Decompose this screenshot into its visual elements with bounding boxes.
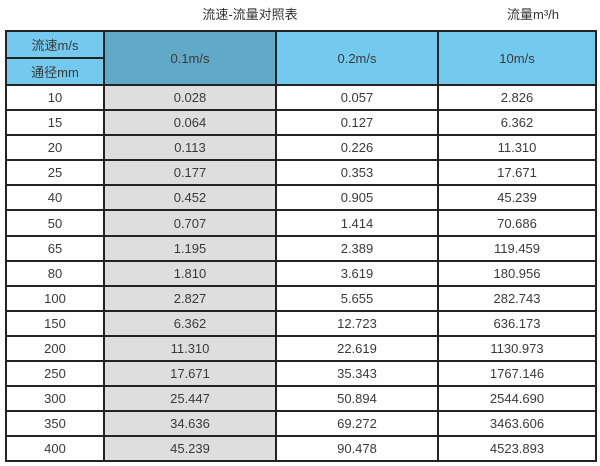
- table-row: 40 0.452 0.905 45.239: [5, 184, 597, 212]
- table-row: 250 17.671 35.343 1767.146: [5, 360, 597, 388]
- cell-flow-0.2: 0.057: [275, 83, 439, 112]
- table-row: 100 2.827 5.655 282.743: [5, 284, 597, 312]
- cell-flow-10: 17.671: [437, 159, 597, 187]
- cell-flow-0.1: 0.177: [103, 159, 277, 187]
- cell-flow-0.1: 17.671: [103, 360, 277, 388]
- cell-flow-0.2: 0.127: [275, 109, 439, 137]
- cell-diameter: 65: [5, 234, 105, 262]
- cell-diameter: 80: [5, 259, 105, 287]
- corner-label-velocity: 流速m/s: [5, 30, 105, 59]
- flow-unit-label: 流量m³/h: [506, 7, 560, 22]
- table-row: 200 11.310 22.619 1130.973: [5, 334, 597, 363]
- cell-flow-0.2: 2.389: [275, 234, 439, 262]
- cell-flow-0.1: 11.310: [103, 334, 277, 363]
- cell-flow-10: 6.362: [437, 109, 597, 137]
- cell-diameter: 25: [5, 159, 105, 187]
- cell-diameter: 50: [5, 209, 105, 237]
- cell-flow-10: 636.173: [437, 309, 597, 337]
- table-row: 15 0.064 0.127 6.362: [5, 109, 597, 137]
- cell-flow-10: 2.826: [437, 83, 597, 112]
- cell-flow-0.2: 5.655: [275, 284, 439, 312]
- cell-flow-0.2: 50.894: [275, 385, 439, 413]
- table-row: 50 0.707 1.414 70.686: [5, 209, 597, 237]
- cell-flow-10: 3463.606: [437, 410, 597, 438]
- cell-diameter: 15: [5, 109, 105, 137]
- table-row: 150 6.362 12.723 636.173: [5, 309, 597, 337]
- cell-diameter: 300: [5, 385, 105, 413]
- table-row: 400 45.239 90.478 4523.893: [5, 435, 597, 463]
- cell-flow-0.1: 0.113: [103, 134, 277, 162]
- cell-flow-10: 1767.146: [437, 360, 597, 388]
- cell-flow-10: 282.743: [437, 284, 597, 312]
- cell-flow-0.1: 34.636: [103, 410, 277, 438]
- column-header-0.1ms: 0.1m/s: [103, 30, 277, 86]
- table-row: 300 25.447 50.894 2544.690: [5, 385, 597, 413]
- cell-flow-0.1: 1.195: [103, 234, 277, 262]
- cell-flow-10: 4523.893: [437, 435, 597, 463]
- cell-diameter: 40: [5, 184, 105, 212]
- cell-flow-0.1: 25.447: [103, 385, 277, 413]
- cell-diameter: 100: [5, 284, 105, 312]
- flow-table-header: 流速m/s 0.1m/s 0.2m/s 10m/s 通径mm: [5, 30, 597, 86]
- cell-diameter: 150: [5, 309, 105, 337]
- cell-flow-10: 119.459: [437, 234, 597, 262]
- cell-flow-0.1: 0.452: [103, 184, 277, 212]
- column-header-0.2ms: 0.2m/s: [275, 30, 439, 86]
- header-row: 流速m/s 0.1m/s 0.2m/s 10m/s: [5, 30, 597, 86]
- cell-flow-0.1: 0.064: [103, 109, 277, 137]
- table-row: 25 0.177 0.353 17.671: [5, 159, 597, 187]
- cell-flow-0.1: 45.239: [103, 435, 277, 463]
- cell-flow-0.1: 6.362: [103, 309, 277, 337]
- cell-diameter: 350: [5, 410, 105, 438]
- cell-flow-0.2: 0.226: [275, 134, 439, 162]
- table-row: 65 1.195 2.389 119.459: [5, 234, 597, 262]
- table-row: 350 34.636 69.272 3463.606: [5, 410, 597, 438]
- cell-flow-0.2: 0.905: [275, 184, 439, 212]
- cell-flow-0.1: 0.028: [103, 83, 277, 112]
- cell-diameter: 10: [5, 83, 105, 112]
- corner-label-diameter: 通径mm: [5, 57, 105, 86]
- table-row: 80 1.810 3.619 180.956: [5, 259, 597, 287]
- cell-flow-0.2: 90.478: [275, 435, 439, 463]
- cell-flow-0.2: 22.619: [275, 334, 439, 363]
- cell-diameter: 250: [5, 360, 105, 388]
- cell-flow-0.1: 1.810: [103, 259, 277, 287]
- cell-diameter: 400: [5, 435, 105, 463]
- cell-flow-10: 180.956: [437, 259, 597, 287]
- cell-diameter: 200: [5, 334, 105, 363]
- cell-flow-0.2: 35.343: [275, 360, 439, 388]
- cell-flow-0.2: 1.414: [275, 209, 439, 237]
- column-header-10ms: 10m/s: [437, 30, 597, 86]
- cell-flow-0.1: 0.707: [103, 209, 277, 237]
- cell-flow-10: 70.686: [437, 209, 597, 237]
- cell-diameter: 20: [5, 134, 105, 162]
- cell-flow-0.2: 3.619: [275, 259, 439, 287]
- cell-flow-0.2: 0.353: [275, 159, 439, 187]
- flow-table: 流速m/s 0.1m/s 0.2m/s 10m/s 通径mm 10 0.028 …: [5, 30, 597, 463]
- table-row: 10 0.028 0.057 2.826: [5, 83, 597, 112]
- table-row: 20 0.113 0.226 11.310: [5, 134, 597, 162]
- cell-flow-10: 2544.690: [437, 385, 597, 413]
- cell-flow-10: 1130.973: [437, 334, 597, 363]
- cell-flow-10: 45.239: [437, 184, 597, 212]
- cell-flow-0.1: 2.827: [103, 284, 277, 312]
- cell-flow-0.2: 69.272: [275, 410, 439, 438]
- flow-table-body: 10 0.028 0.057 2.826 15 0.064 0.127 6.36…: [5, 83, 597, 463]
- cell-flow-0.2: 12.723: [275, 309, 439, 337]
- header-row: 通径mm: [5, 57, 596, 86]
- cell-flow-10: 11.310: [437, 134, 597, 162]
- table-caption: 流速-流量对照表: [202, 7, 298, 22]
